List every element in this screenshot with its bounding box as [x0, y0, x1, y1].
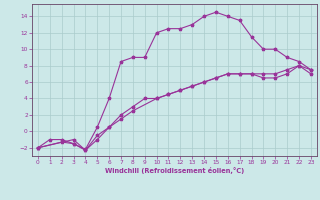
X-axis label: Windchill (Refroidissement éolien,°C): Windchill (Refroidissement éolien,°C): [105, 167, 244, 174]
